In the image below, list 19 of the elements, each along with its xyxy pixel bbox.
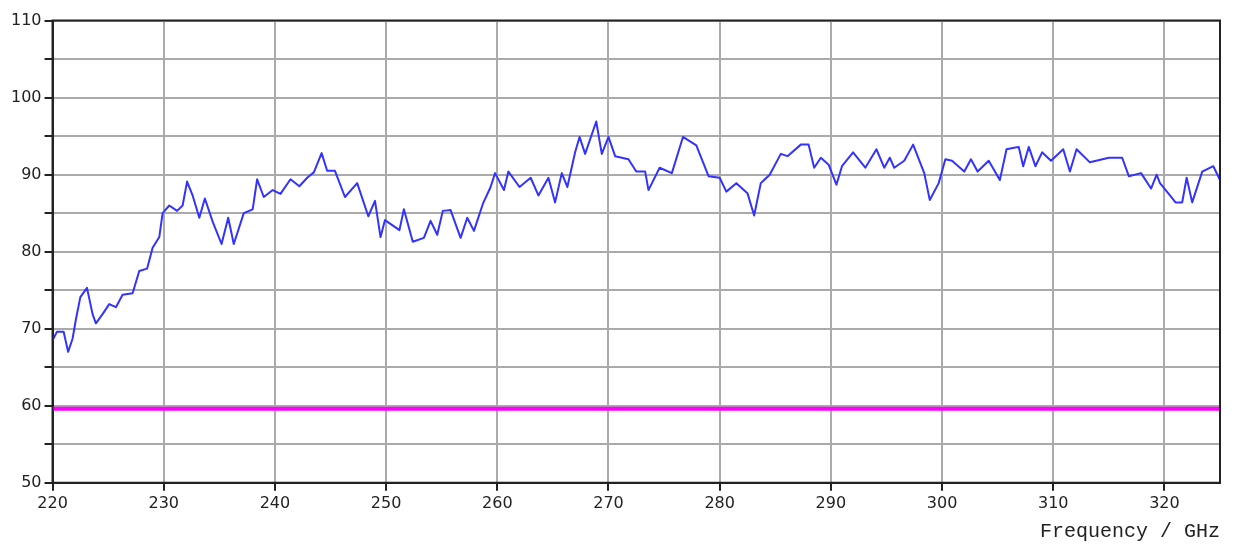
x-tick-label: 280 <box>704 492 735 512</box>
y-tick-label: 80 <box>21 240 42 260</box>
x-tick-label: 260 <box>482 492 513 512</box>
x-tick-label: 290 <box>815 492 847 512</box>
x-tick-label: 270 <box>593 492 624 512</box>
y-tick-label: 100 <box>10 86 42 106</box>
y-tick-label: 50 <box>21 471 42 491</box>
x-tick-label: 250 <box>370 492 402 512</box>
y-tick-label: 110 <box>10 9 42 29</box>
y-tick-label: 60 <box>21 394 42 414</box>
x-tick-label: 220 <box>37 492 68 512</box>
x-tick-label: 230 <box>148 492 179 512</box>
y-tick-label: 70 <box>21 317 42 337</box>
y-tick-label: 90 <box>21 163 42 183</box>
x-axis-title: Frequency / GHz <box>1039 520 1220 544</box>
x-tick-label: 310 <box>1037 492 1069 512</box>
x-tick-label: 300 <box>926 492 958 512</box>
x-tick-label: 320 <box>1149 492 1180 512</box>
x-tick-label: 240 <box>259 492 291 512</box>
